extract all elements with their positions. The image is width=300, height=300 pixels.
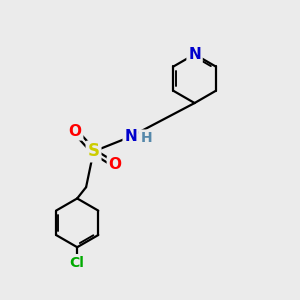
Text: H: H — [140, 131, 152, 145]
Text: S: S — [88, 142, 100, 160]
Text: N: N — [188, 47, 201, 62]
Text: N: N — [124, 129, 137, 144]
Text: O: O — [108, 158, 122, 172]
Text: Cl: Cl — [70, 256, 85, 270]
Text: O: O — [69, 124, 82, 139]
